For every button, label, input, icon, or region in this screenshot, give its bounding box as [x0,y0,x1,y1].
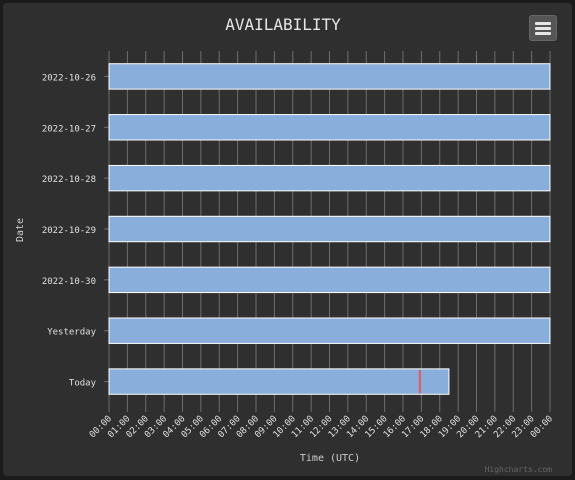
y-category-label: 2022-10-27 [42,124,96,134]
hamburger-menu-icon[interactable] [529,15,557,41]
y-category-label: 2022-10-28 [42,175,96,185]
y-category-label: 2022-10-30 [42,277,96,287]
y-axis-title: Date [15,218,26,242]
availability-bar[interactable] [108,266,551,294]
availability-chart: AVAILABILITY 00:0001:0002:0003:0004:0005… [15,15,555,474]
availability-bar[interactable] [108,114,551,141]
y-category-label: 2022-10-29 [42,226,96,236]
availability-bar[interactable] [108,317,551,344]
y-category-label: Today [69,379,97,389]
chart-container: AVAILABILITY 00:00 01:00 02:00 03:00 04:00 05… [3,3,572,476]
y-category-label: 2022-10-26 [42,73,96,83]
availability-bar[interactable] [108,164,551,192]
credits-link[interactable]: Highcharts.com [485,465,553,474]
x-axis-title: Time (UTC) [300,453,360,464]
y-category-label: Yesterday [47,328,96,338]
chart-title: AVAILABILITY [225,15,341,34]
availability-bar[interactable] [108,63,551,90]
availability-bar[interactable] [108,368,450,395]
availability-bar[interactable] [108,215,551,243]
